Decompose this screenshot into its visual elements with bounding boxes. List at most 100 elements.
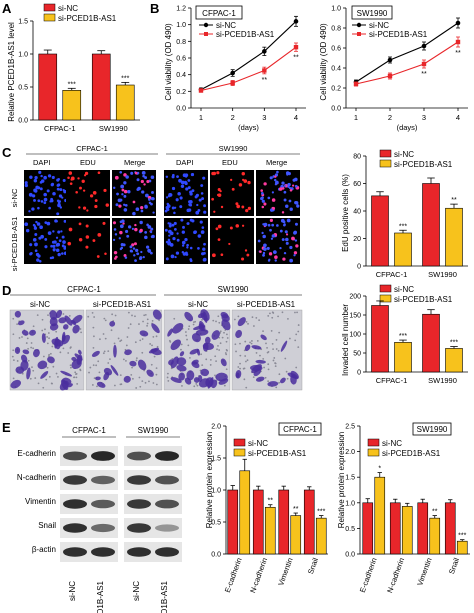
membrane-pore (57, 376, 59, 378)
blot-band (155, 547, 179, 557)
nucleus-dot (165, 196, 169, 199)
invaded-cell (21, 330, 29, 336)
nucleus-dot (187, 186, 191, 190)
nucleus-dot (285, 185, 288, 188)
membrane-pore (16, 323, 19, 326)
blot-band (155, 451, 179, 461)
nucleus-dot (56, 212, 60, 216)
nucleus-dot (57, 230, 61, 234)
nucleus-dot (82, 206, 87, 210)
membrane-pore (244, 355, 247, 357)
nucleus-dot (189, 259, 193, 263)
nucleus-dot (165, 240, 169, 244)
nucleus-dot (144, 235, 148, 240)
membrane-pore (87, 315, 90, 318)
membrane-pore (131, 314, 133, 317)
membrane-pore (18, 337, 21, 339)
invaded-cell (54, 336, 59, 349)
nucleus-dot (273, 178, 277, 182)
legend-marker-si-pced1b-as1 (204, 32, 208, 36)
invaded-cell (146, 369, 154, 377)
panel-d-legend: si-NC si-PCED1B-AS1 (379, 284, 453, 304)
membrane-pore (251, 340, 253, 342)
invaded-cell (26, 367, 31, 380)
nucleus-dot (296, 204, 300, 208)
membrane-pore (245, 360, 247, 363)
data-point-si-pced1b-as1 (262, 68, 267, 73)
nucleus-dot (127, 189, 131, 194)
nucleus-dot (24, 181, 28, 185)
y-tick-label: 0 (357, 370, 361, 377)
nucleus-dot (134, 227, 138, 232)
invaded-cell (244, 344, 251, 352)
membrane-pore (193, 385, 196, 388)
legend-label-si-pced1b-as1: si-PCED1B-AS1 (216, 30, 275, 39)
legend-marker-si-pced1b-as1 (357, 32, 361, 36)
legend-label-si-pced1b-as1: si-PCED1B-AS1 (369, 30, 428, 39)
panel-b-left-title-box (195, 5, 243, 20)
membrane-pore (34, 377, 37, 379)
nucleus-dot (181, 230, 186, 234)
panel-d-group2-title: SW1990 (218, 285, 249, 294)
nucleus-dot (247, 206, 252, 211)
nucleus-dot (196, 203, 199, 207)
nucleus-dot (203, 210, 207, 214)
nucleus-dot (47, 231, 52, 235)
nucleus-dot (294, 239, 298, 242)
nucleus-dot (84, 171, 89, 176)
legend-swatch-si-nc (233, 438, 246, 447)
x-tick-label: E-cadherin (223, 557, 244, 594)
significance-label: ** (293, 506, 299, 513)
panel-a: A Relative PCED1B-AS1 level si-NC si-PCE… (2, 1, 140, 133)
bar-si-pced1b-as1 (264, 506, 276, 555)
nucleus-dot (37, 254, 41, 258)
nucleus-dot (260, 189, 263, 192)
invaded-cell (193, 325, 206, 330)
panel-e: E CFPAC-1 SW1990 E-cadherinN-cadherinVim… (2, 420, 470, 613)
invaded-cell (77, 349, 82, 355)
membrane-pore (47, 355, 50, 358)
membrane-pore (102, 352, 105, 355)
nucleus-dot (117, 198, 122, 203)
invaded-cell (72, 314, 83, 324)
panel-b-left-title: CFPAC-1 (202, 9, 236, 18)
membrane-pore (158, 319, 161, 322)
panel-e-left-title: CFPAC-1 (283, 425, 317, 434)
nucleus-dot (295, 244, 299, 248)
invaded-cell (14, 310, 21, 318)
membrane-pore (249, 341, 251, 344)
y-tick-label: 40 (353, 209, 361, 216)
nucleus-dot (85, 235, 90, 239)
series-line-si-nc (200, 20, 297, 91)
nucleus-dot (39, 187, 43, 191)
membrane-pore (239, 354, 242, 357)
membrane-pore (142, 320, 144, 323)
nucleus-dot (33, 226, 38, 230)
nucleus-dot (167, 238, 171, 242)
invaded-cell (178, 372, 186, 381)
nucleus-dot (271, 198, 276, 202)
membrane-pore (219, 330, 222, 333)
membrane-pore (69, 347, 72, 349)
membrane-pore (149, 343, 152, 345)
data-point-si-nc (230, 70, 235, 76)
invaded-cell (37, 360, 48, 370)
invaded-cell (198, 374, 203, 383)
invaded-cell (237, 317, 246, 327)
membrane-pore (215, 320, 217, 323)
nucleus-dot (37, 206, 40, 210)
membrane-pore (239, 367, 241, 370)
nucleus-dot (124, 256, 128, 259)
blot-strip (124, 470, 182, 490)
nucleus-dot (271, 234, 275, 238)
nucleus-dot (203, 204, 207, 208)
significance-label: *** (399, 333, 407, 340)
membrane-pore (225, 340, 228, 343)
nucleus-dot (186, 222, 189, 225)
membrane-pore (135, 359, 138, 362)
invaded-cell (176, 364, 187, 372)
x-tick-label: Snail (306, 556, 320, 575)
nucleus-dot (289, 258, 293, 263)
nucleus-dot (195, 193, 199, 197)
nucleus-dot (247, 180, 251, 185)
